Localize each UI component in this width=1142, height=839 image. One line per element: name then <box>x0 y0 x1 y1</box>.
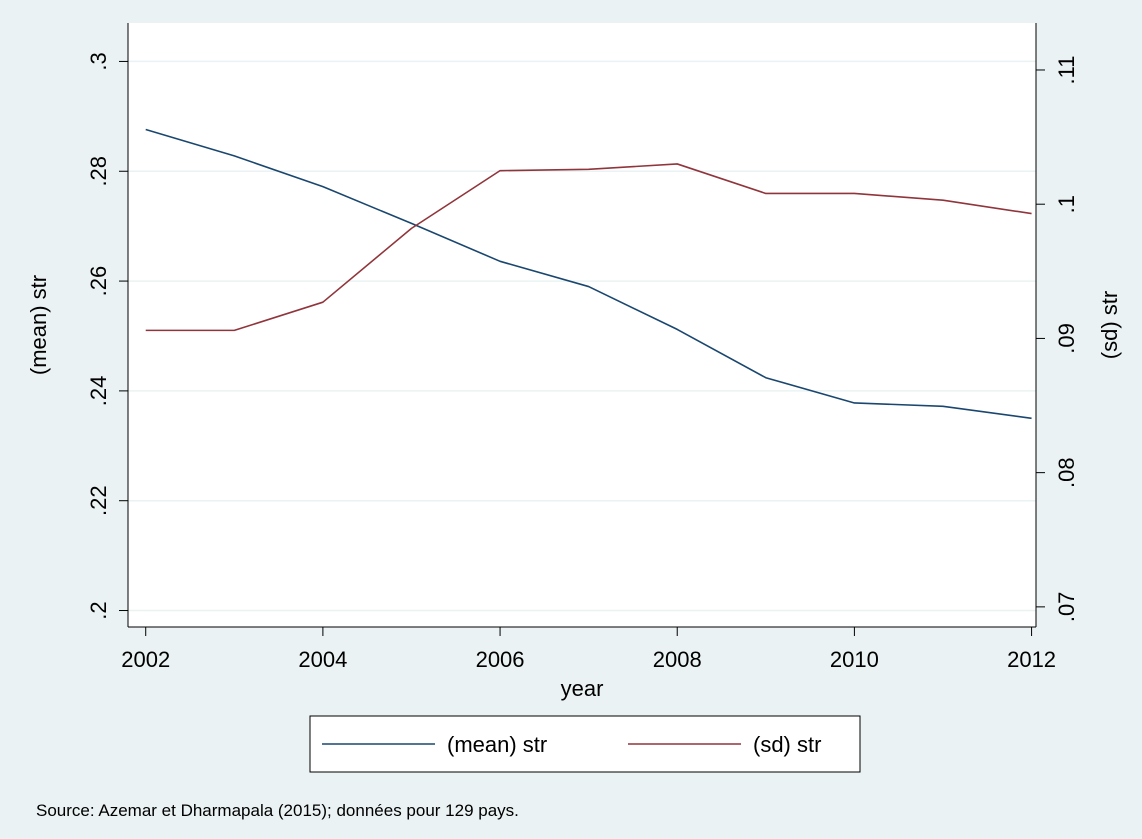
y-right-tick-label: .11 <box>1054 56 1079 85</box>
x-tick-label: 2012 <box>1007 647 1056 672</box>
x-tick-label: 2002 <box>121 647 170 672</box>
source-note: Source: Azemar et Dharmapala (2015); don… <box>36 801 519 820</box>
y-right-tick-label: .08 <box>1054 457 1079 488</box>
legend: (mean) str (sd) str <box>309 715 861 773</box>
y-right-tick-label: .1 <box>1054 195 1079 213</box>
series-line-sd <box>145 163 1032 332</box>
y-left-tick-label: .3 <box>86 52 111 70</box>
y-left-axis-label: (mean) str <box>26 275 51 375</box>
legend-label-mean: (mean) str <box>447 732 547 757</box>
y-left-tick-label: .26 <box>86 266 111 297</box>
legend-label-sd: (sd) str <box>753 732 821 757</box>
x-tick-label: 2010 <box>830 647 879 672</box>
y-left-tick-label: .22 <box>86 485 111 516</box>
series-line-mean <box>145 128 1032 420</box>
x-tick-label: 2008 <box>653 647 702 672</box>
y-right-tick-label: .09 <box>1054 323 1079 354</box>
y-right-tick-label: .07 <box>1054 592 1079 623</box>
y-left-tick-label: .24 <box>86 376 111 407</box>
y-left-tick-label: .2 <box>86 601 111 619</box>
series-lines <box>145 128 1032 420</box>
y-left-tick-label: .28 <box>86 156 111 187</box>
x-axis-label: year <box>561 676 604 701</box>
x-tick-label: 2004 <box>298 647 347 672</box>
plot-area <box>128 23 1036 627</box>
axes <box>127 23 1037 628</box>
gridlines <box>128 60 1036 612</box>
y-right-axis-label: (sd) str <box>1097 291 1122 359</box>
x-tick-label: 2006 <box>476 647 525 672</box>
ticks: .2 .22 .24 .26 .28 .3 .07 .08 .09 .1 .11 2002 2004 20… <box>86 52 1079 672</box>
